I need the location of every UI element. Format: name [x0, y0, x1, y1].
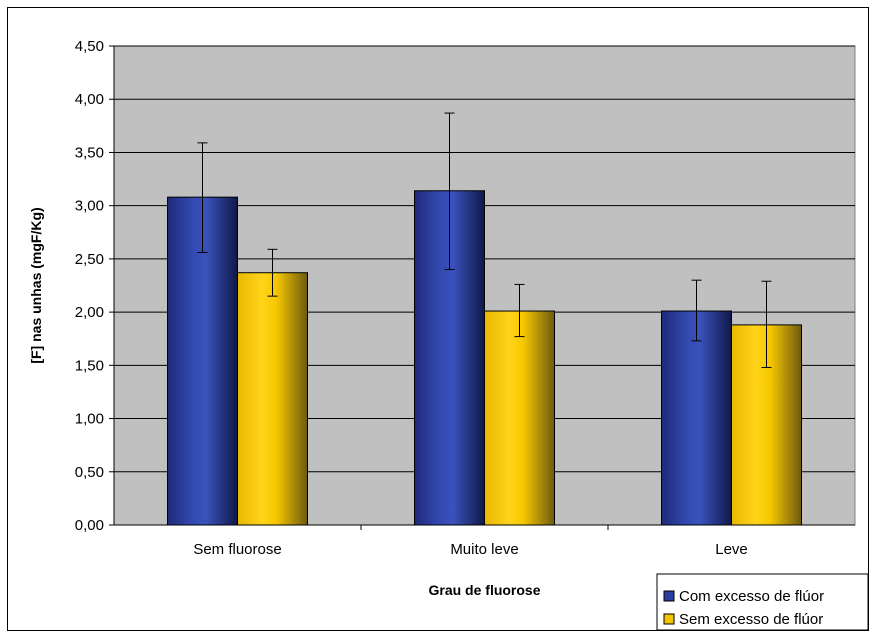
- x-tick-label: Sem fluorose: [193, 541, 281, 558]
- axes: [109, 45, 855, 530]
- legend-swatch-sem-excesso: [663, 613, 675, 625]
- legend-swatch-com-excesso: [663, 590, 675, 602]
- y-tick-label: 3,50: [75, 144, 104, 161]
- bar-sem-excesso: [237, 272, 308, 526]
- y-tick-label: 2,00: [75, 304, 104, 321]
- legend-label-sem-excesso: Sem excesso de flúor: [679, 611, 823, 628]
- x-tick-labels: Sem fluorose Muito leve Leve: [193, 541, 747, 558]
- y-tick-label: 1,50: [75, 357, 104, 374]
- y-tick-label: 4,50: [75, 38, 104, 55]
- legend-box: [656, 573, 869, 631]
- y-tick-label: 4,00: [75, 91, 104, 108]
- x-axis-title: Grau de fluorose: [428, 582, 540, 598]
- bar-chart: 0,00 0,50 1,00 1,50 2,00 2,50 3,00 3,50 4,00 4,50…: [28, 38, 869, 631]
- y-tick-labels: 0,00 0,50 1,00 1,50 2,00 2,50 3,00 3,50 4,00 4,50: [75, 38, 104, 534]
- legend: Com excesso de flúor Sem excesso de flúo…: [656, 573, 869, 631]
- legend-label-com-excesso: Com excesso de flúor: [679, 588, 824, 605]
- x-tick-label: Leve: [715, 541, 748, 558]
- bar-sem-excesso: [484, 310, 555, 526]
- y-tick-label: 0,50: [75, 464, 104, 481]
- y-tick-label: 2,50: [75, 251, 104, 268]
- x-tick-label: Muito leve: [450, 541, 518, 558]
- y-axis-title: [F] nas unhas (mgF/Kg): [28, 207, 44, 363]
- y-tick-label: 3,00: [75, 198, 104, 215]
- bar-com-excesso: [661, 310, 732, 526]
- y-tick-label: 0,00: [75, 517, 104, 534]
- chart-frame: 0,00 0,50 1,00 1,50 2,00 2,50 3,00 3,50 4,00 4,50…: [7, 7, 869, 631]
- error-bars: [197, 112, 772, 368]
- y-tick-label: 1,00: [75, 411, 104, 428]
